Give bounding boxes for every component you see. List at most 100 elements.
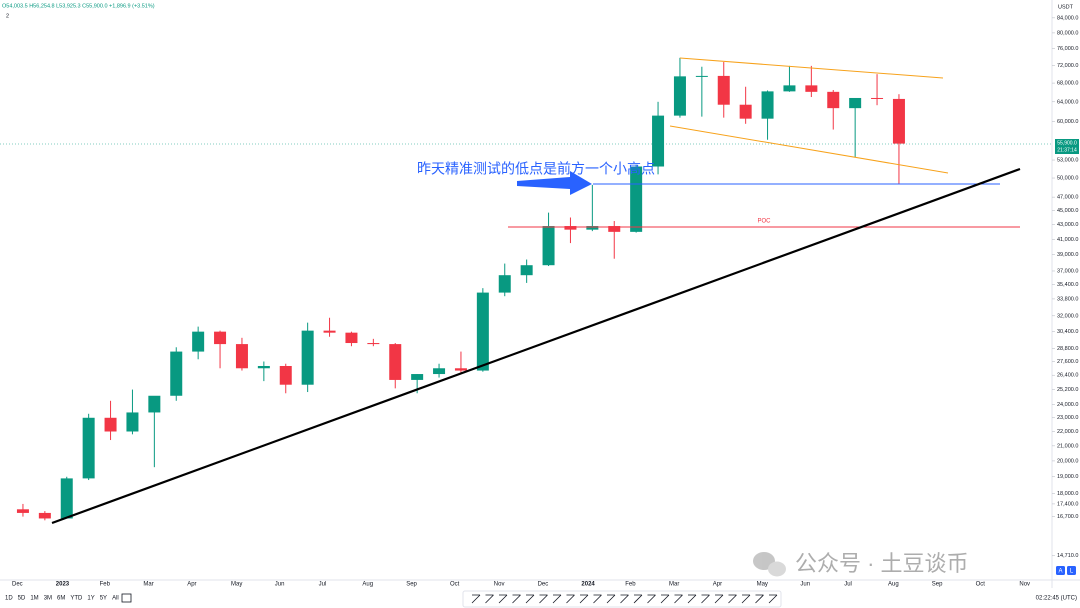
x-tick-label: May <box>231 582 242 588</box>
y-tick-label: 16,700.0 <box>1057 514 1078 520</box>
x-tick-label: Jul <box>319 582 327 588</box>
y-tick-label: 37,000.0 <box>1057 268 1078 274</box>
timeframe-button[interactable]: All <box>112 596 119 602</box>
y-tick-label: 25,200.0 <box>1057 387 1078 393</box>
tool-icon[interactable] <box>498 594 508 604</box>
x-tick-label: Apr <box>713 582 722 588</box>
x-tick-label: Mar <box>669 582 679 588</box>
candle-body <box>739 104 752 119</box>
x-tick-label: Sep <box>932 582 943 588</box>
tool-icon[interactable] <box>687 594 697 604</box>
timeframe-button[interactable]: 6M <box>57 596 65 602</box>
candle-body <box>235 344 248 369</box>
candle-body <box>498 275 511 293</box>
candle-body <box>301 330 314 385</box>
candle-body <box>761 91 774 119</box>
candle-body <box>104 417 117 432</box>
drawing-tools <box>471 594 778 604</box>
tool-icon[interactable] <box>647 594 656 604</box>
timeframe-button[interactable]: 5Y <box>100 596 107 602</box>
candle-body <box>542 226 555 266</box>
x-tick-label: Jun <box>275 582 285 588</box>
trendline <box>51 167 1021 525</box>
timeframe-button[interactable]: 1D <box>5 596 13 602</box>
log-label: L <box>1070 569 1074 575</box>
candle-body <box>323 330 336 333</box>
tool-icon[interactable] <box>485 594 494 604</box>
candle-body <box>214 331 227 345</box>
timeframe-button[interactable]: 1Y <box>87 596 94 602</box>
tool-icon[interactable] <box>741 594 751 604</box>
candle-body <box>630 166 643 232</box>
y-tick-label: 17,400.0 <box>1057 501 1078 507</box>
tool-icon[interactable] <box>714 594 724 604</box>
y-tick-label: 23,000.0 <box>1057 415 1078 421</box>
y-tick-label: 76,000.0 <box>1057 46 1078 52</box>
tool-icon[interactable] <box>471 594 481 604</box>
x-tick-label: 2023 <box>56 582 70 588</box>
candle-body <box>827 91 840 109</box>
x-tick-label: Dec <box>12 582 23 588</box>
candle-body <box>367 343 380 345</box>
y-tick-label: 43,000.0 <box>1057 222 1078 228</box>
tool-icon[interactable] <box>566 594 575 604</box>
tool-icon[interactable] <box>593 594 602 604</box>
tool-icon[interactable] <box>674 594 683 604</box>
candle-body <box>433 368 446 375</box>
y-tick-label: 32,000.0 <box>1057 313 1078 319</box>
tool-icon[interactable] <box>552 594 562 604</box>
tool-icon[interactable] <box>633 594 643 604</box>
tool-icon[interactable] <box>755 594 764 604</box>
timeframe-button[interactable]: 5D <box>18 596 26 602</box>
x-tick-label: Nov <box>494 582 505 588</box>
x-tick-label: Oct <box>450 582 460 588</box>
candle-body <box>586 226 599 230</box>
ohlc-header: O54,003.5 H56,254.8 L53,925.3 C55,900.0 … <box>2 3 155 9</box>
channel-top <box>679 57 944 79</box>
tool-icon[interactable] <box>660 594 670 604</box>
countdown: 21:37:14 <box>1057 147 1077 153</box>
tool-icon[interactable] <box>728 594 737 604</box>
calendar-button[interactable] <box>121 593 132 603</box>
tool-icon[interactable] <box>768 594 778 604</box>
y-tick-label: 28,800.0 <box>1057 346 1078 352</box>
x-tick-label: Jun <box>800 582 810 588</box>
y-tick-label: 60,000.0 <box>1057 119 1078 125</box>
y-tick-label: 68,000.0 <box>1057 81 1078 87</box>
x-tick-label: Oct <box>976 582 986 588</box>
candle-body <box>148 395 161 413</box>
candle-body <box>389 344 402 380</box>
candle-body <box>345 332 358 344</box>
y-tick-label: 45,000.0 <box>1057 208 1078 214</box>
candles <box>16 57 905 521</box>
tool-icon[interactable] <box>512 594 521 604</box>
auto-button[interactable] <box>1056 566 1065 575</box>
candle-body <box>411 374 424 380</box>
tool-icon[interactable] <box>539 594 548 604</box>
timeframe-button[interactable]: YTD <box>70 596 83 602</box>
y-tick-label: 27,600.0 <box>1057 359 1078 365</box>
tool-icon[interactable] <box>620 594 629 604</box>
tool-icon[interactable] <box>579 594 589 604</box>
tool-icon[interactable] <box>606 594 616 604</box>
tool-icon[interactable] <box>701 594 710 604</box>
candle-body <box>805 85 818 92</box>
candle-body <box>126 412 139 432</box>
timeframe-button[interactable]: 3M <box>44 596 52 602</box>
y-tick-label: 20,000.0 <box>1057 458 1078 464</box>
tool-icon[interactable] <box>525 594 535 604</box>
x-tick-label: Aug <box>362 582 373 588</box>
candle-body <box>783 85 796 92</box>
x-tick-label: May <box>757 582 768 588</box>
candle-body <box>38 512 51 519</box>
x-tick-label: Apr <box>187 582 196 588</box>
wechat-icon <box>753 552 786 577</box>
poc-label: POC <box>757 219 771 225</box>
x-tick-label: Mar <box>143 582 153 588</box>
price-label: 55,900.0 <box>1057 140 1077 146</box>
timeframe-button[interactable]: 1M <box>30 596 38 602</box>
log-button[interactable] <box>1067 566 1076 575</box>
y-tick-label: 50,000.0 <box>1057 175 1078 181</box>
y-tick-label: 26,400.0 <box>1057 373 1078 379</box>
